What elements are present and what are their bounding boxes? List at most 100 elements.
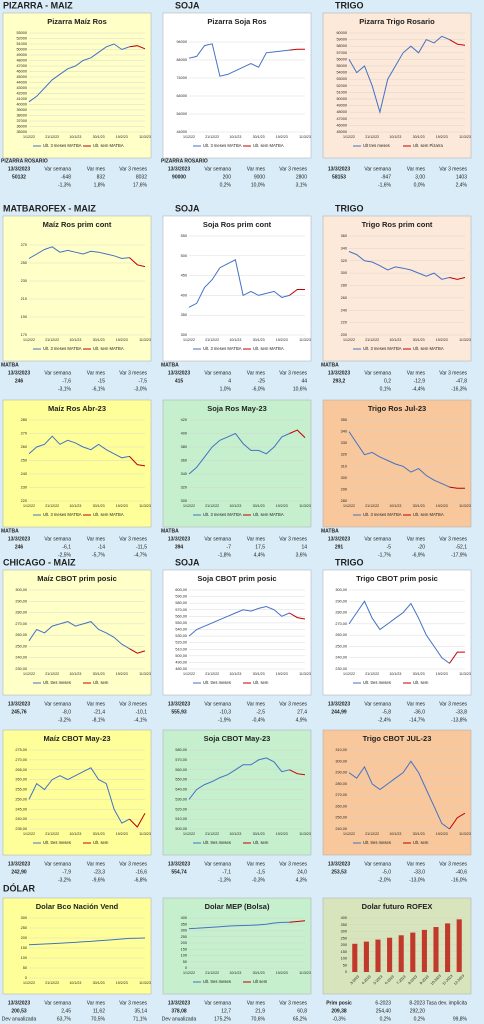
series-line: [289, 429, 306, 438]
y-tick-label: 540,00: [175, 788, 187, 792]
table-cell: 200,53: [11, 1008, 27, 1014]
table-cell: -11,5: [136, 544, 147, 550]
y-tick-label: 210: [21, 297, 27, 301]
table-cell: 832: [97, 174, 106, 180]
y-tick-label: 400: [181, 916, 187, 920]
legend-label: Ult. tres meses: [203, 680, 231, 685]
table-cell: Var semana: [44, 536, 71, 542]
table-cell: 245,76: [11, 709, 27, 715]
y-tick-label: 260,00: [15, 633, 27, 637]
y-tick-label: 200: [21, 936, 27, 940]
y-tick-label: 260,00: [15, 778, 27, 782]
y-tick-label: 51000: [16, 42, 27, 46]
table-cell: 13/3/2023: [8, 370, 30, 376]
y-tick-label: 260: [341, 296, 347, 300]
x-tick-label: 30/1/23: [413, 338, 425, 342]
chart-title: Maíz CBOT prim posic: [37, 574, 117, 583]
series-line: [289, 612, 306, 620]
table-cell: 175,2%: [214, 1016, 232, 1022]
x-tick-label: 21/12/22: [45, 981, 59, 985]
y-tick-label: 310,00: [335, 748, 347, 752]
x-tick-label: 1/12/22: [23, 832, 35, 836]
series-line: [28, 937, 146, 946]
y-tick-label: 320: [341, 259, 347, 263]
x-tick-label: 7-2023: [396, 975, 407, 986]
table-cell: -4,7%: [134, 552, 148, 558]
table-cell: -25: [258, 378, 265, 384]
x-tick-label: 1/12/22: [23, 338, 35, 342]
table-cell: 253,53: [331, 869, 347, 875]
y-tick-label: 270,00: [335, 622, 347, 626]
x-tick-label: 10/1/23: [229, 338, 241, 342]
table-cell: Var semana: [364, 861, 391, 867]
chart-title: Maíz Ros Abr-23: [48, 404, 106, 413]
table-cell: 200: [223, 174, 232, 180]
x-tick-label: 10/1/23: [229, 504, 241, 508]
section-header: TRIGO: [335, 0, 364, 10]
y-tick-label: 300: [181, 499, 187, 503]
panel: [2, 399, 152, 528]
table-cell: Dev anualizada: [2, 1016, 37, 1022]
series-line: [348, 600, 450, 664]
x-tick-label: 21/12/22: [365, 135, 379, 139]
y-tick-label: 50: [183, 960, 187, 964]
x-tick-label: 8-2023: [407, 975, 418, 986]
table-cell: -6,9%: [412, 552, 426, 558]
y-tick-label: 43000: [16, 86, 27, 90]
table-cell: Var 3 meses: [279, 701, 307, 707]
table-cell: -7,5: [138, 378, 147, 384]
table-cell: Var mes: [87, 166, 106, 172]
series-line: [28, 621, 130, 650]
section-header: SOJA: [175, 203, 200, 213]
series-line: [28, 435, 130, 459]
panel: [162, 215, 312, 362]
table-cell: -2,5: [256, 709, 265, 715]
x-tick-label: 19/2/23: [116, 832, 128, 836]
y-tick-label: 235,00: [15, 827, 27, 831]
x-tick-label: 1/12/22: [183, 504, 195, 508]
legend-label: Ult sem: [253, 979, 268, 984]
x-tick-label: 11-2023: [442, 974, 454, 986]
y-tick-label: 280: [341, 499, 347, 503]
series-line: [129, 456, 146, 467]
table-cell: -2,4%: [378, 717, 392, 723]
y-tick-label: 48000: [336, 110, 347, 114]
table-cell: 13/3/2023: [8, 166, 30, 172]
y-tick-label: 280: [341, 284, 347, 288]
x-tick-label: 11/3/23: [299, 504, 311, 508]
table-cell: -3,1%: [58, 386, 72, 392]
table-cell: 13/3/2023: [328, 370, 350, 376]
table-cell: 293,2: [333, 378, 346, 384]
table-cell: 378,08: [171, 1008, 187, 1014]
section-header: PIZARRA - MAIZ: [3, 0, 73, 10]
y-tick-label: 240,00: [335, 656, 347, 660]
series-line: [449, 39, 466, 46]
series-line: [348, 760, 450, 830]
series-line: [129, 812, 146, 828]
series-line: [188, 757, 290, 800]
y-tick-label: 310: [341, 464, 347, 468]
y-tick-label: 350: [181, 922, 187, 926]
bar: [363, 941, 369, 972]
y-tick-label: 52000: [336, 84, 347, 88]
y-tick-label: 270,00: [15, 622, 27, 626]
table-cell: 2800: [296, 174, 307, 180]
x-tick-label: 10/1/23: [389, 504, 401, 508]
table-cell: Var semana: [204, 166, 231, 172]
y-tick-label: 530,00: [175, 797, 187, 801]
panel: [322, 729, 472, 856]
x-tick-label: 30/1/23: [253, 504, 265, 508]
y-tick-label: 35000: [16, 130, 27, 134]
y-tick-label: 94000: [176, 40, 187, 44]
chart-title: Maíz CBOT May-23: [43, 734, 110, 743]
series-line: [449, 812, 466, 830]
chart-title: Pizarra Trigo Rosario: [359, 17, 435, 26]
y-tick-label: 100: [21, 956, 27, 960]
y-tick-label: 300,00: [335, 759, 347, 763]
table-cell: 13/3/2023: [168, 701, 190, 707]
y-tick-label: 44000: [176, 130, 187, 134]
table-cell: Var 3 meses: [279, 536, 307, 542]
table-cell: 2,45: [61, 1008, 71, 1014]
table-cell: Var semana: [44, 166, 71, 172]
